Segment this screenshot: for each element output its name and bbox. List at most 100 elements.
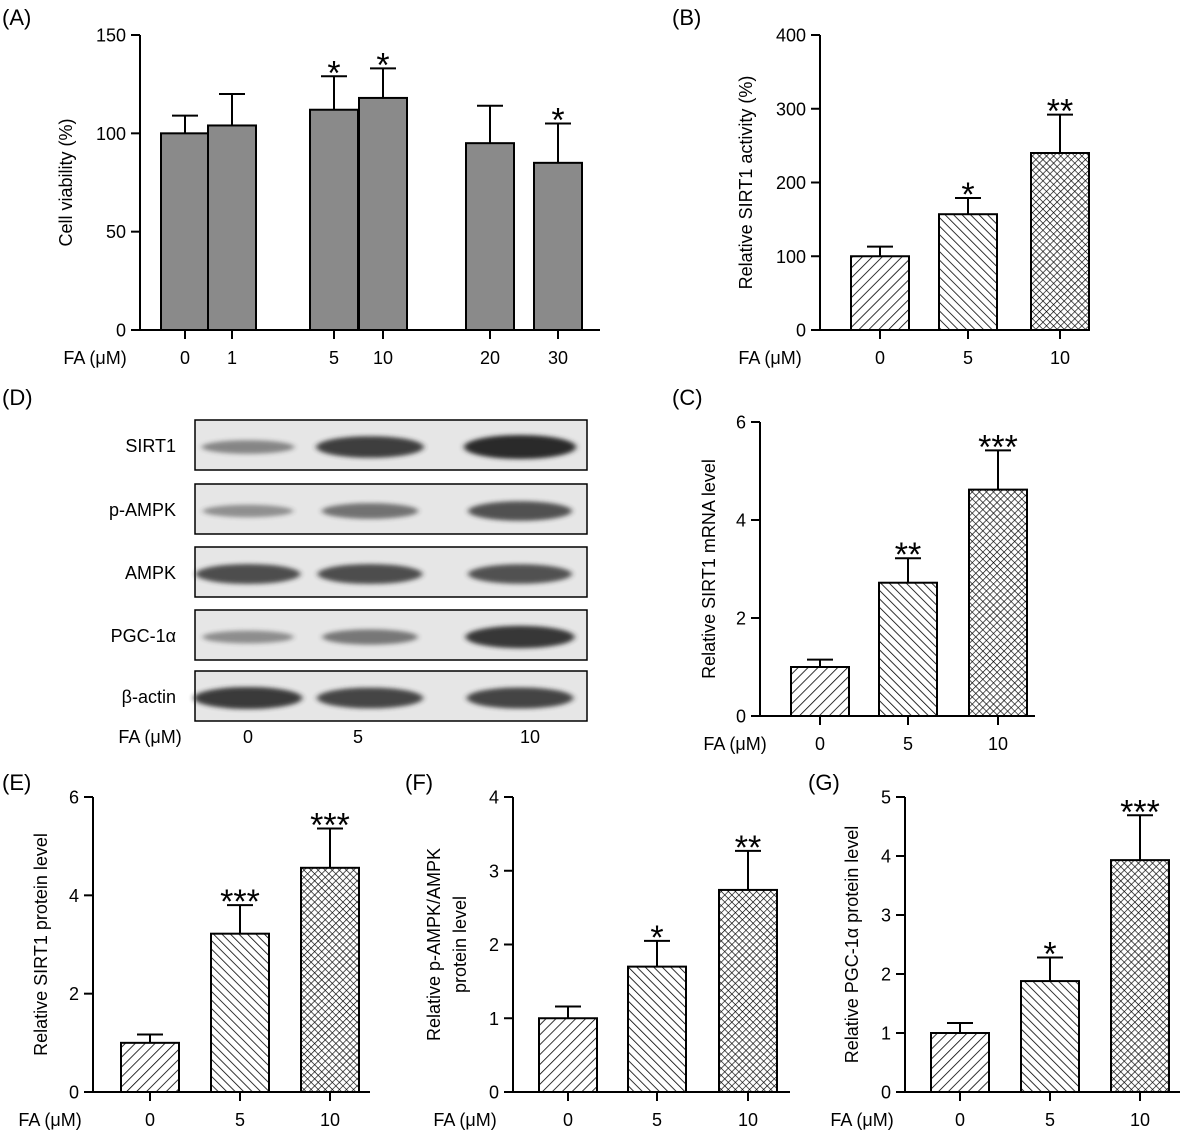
y-tick-label: 4 [881,847,891,867]
significance-marker: * [1043,935,1056,973]
bar [465,142,515,331]
y-tick-label: 0 [736,707,746,727]
blot-band [322,629,418,645]
blot-band [468,501,572,521]
blot-row: p-AMPK [109,483,588,535]
blot-row-label: PGC-1α [111,626,176,646]
x-axis-label: FA (μM) [433,1110,496,1130]
y-tick-label: 200 [776,173,806,193]
x-tick-label: 10 [320,1110,340,1130]
blot-band [321,503,419,519]
x-tick-label: 10 [988,734,1008,754]
y-tick-label: 3 [881,906,891,926]
bar [938,213,998,331]
x-tick-label: 0 [180,348,190,368]
x-tick-label: 20 [480,348,500,368]
x-tick-label: 0 [955,1110,965,1130]
x-tick-label: 5 [1045,1110,1055,1130]
y-tick-label: 0 [69,1083,79,1103]
blot-row: AMPK [125,546,588,598]
y-tick-label: 0 [116,321,126,341]
y-tick-label: 6 [736,413,746,433]
bar [1110,859,1170,1093]
bar [1030,152,1090,331]
bar [538,1017,598,1093]
significance-marker: ** [895,536,921,574]
y-tick-label: 4 [489,788,499,808]
blot-band [202,630,294,644]
blot-row: PGC-1α [111,609,588,661]
x-tick-label: 10 [1130,1110,1150,1130]
y-axis-label: Relative PGC-1α protein level [842,826,862,1064]
blot-band [193,686,303,710]
y-axis-label: Relative SIRT1 protein level [31,833,51,1056]
x-tick-label: 0 [875,348,885,368]
y-tick-label: 100 [96,124,126,144]
panel-label: (E) [2,770,31,795]
y-tick-label: 0 [881,1083,891,1103]
y-tick-label: 3 [489,861,499,881]
blot-lane-label: 0 [243,727,253,747]
bar [160,132,210,331]
x-tick-label: 1 [227,348,237,368]
bar [120,1041,180,1094]
bar [790,666,850,717]
bar [533,161,583,331]
y-tick-label: 2 [489,935,499,955]
x-axis-label: FA (μM) [703,734,766,754]
blot-band [466,687,574,709]
y-tick-label: 50 [106,222,126,242]
significance-marker: *** [220,883,260,921]
significance-marker: ** [1047,93,1073,131]
blot-band [317,687,423,709]
bar [1020,980,1080,1094]
y-tick-label: 0 [796,321,806,341]
significance-marker: * [551,102,564,140]
y-tick-label: 6 [69,788,79,808]
y-tick-label: 100 [776,247,806,267]
bar [300,866,360,1093]
x-tick-label: 0 [563,1110,573,1130]
y-tick-label: 5 [881,788,891,808]
bar [850,255,910,331]
significance-marker: *** [1120,793,1160,831]
x-tick-label: 10 [1050,348,1070,368]
x-axis-label: FA (μM) [738,348,801,368]
bar [878,581,938,717]
x-tick-label: 5 [903,734,913,754]
y-tick-label: 2 [736,609,746,629]
blot-lane-label: 10 [520,727,540,747]
y-tick-label: 150 [96,26,126,46]
x-tick-label: 5 [235,1110,245,1130]
bar [210,932,270,1094]
x-tick-label: 5 [329,348,339,368]
y-tick-label: 300 [776,99,806,119]
x-tick-label: 0 [145,1110,155,1130]
y-axis-label: protein level [450,896,470,993]
x-tick-label: 5 [652,1110,662,1130]
blot-row-label: p-AMPK [109,500,176,520]
y-tick-label: 400 [776,26,806,46]
bar [207,124,257,332]
y-axis-label: Cell viability (%) [56,118,76,246]
y-tick-label: 1 [489,1009,499,1029]
panel-label: (F) [405,770,433,795]
blot-band [316,436,424,458]
x-tick-label: 5 [963,348,973,368]
bar [627,965,687,1093]
y-axis-label: Relative SIRT1 mRNA level [699,459,719,679]
y-tick-label: 4 [736,511,746,531]
blot-band [464,435,576,459]
panel-label: (C) [672,385,703,410]
blot-band [468,564,572,584]
blot-band [201,440,295,454]
x-axis-label: FA (μM) [830,1110,893,1130]
x-axis-label: FA (μM) [18,1110,81,1130]
y-tick-label: 0 [489,1083,499,1103]
x-tick-label: 30 [548,348,568,368]
significance-marker: * [961,176,974,214]
chart-3: (E) *** *** 0 2 4 6 0 5 10 FA (μM) Relative SIRT1 p… [2,770,370,1130]
